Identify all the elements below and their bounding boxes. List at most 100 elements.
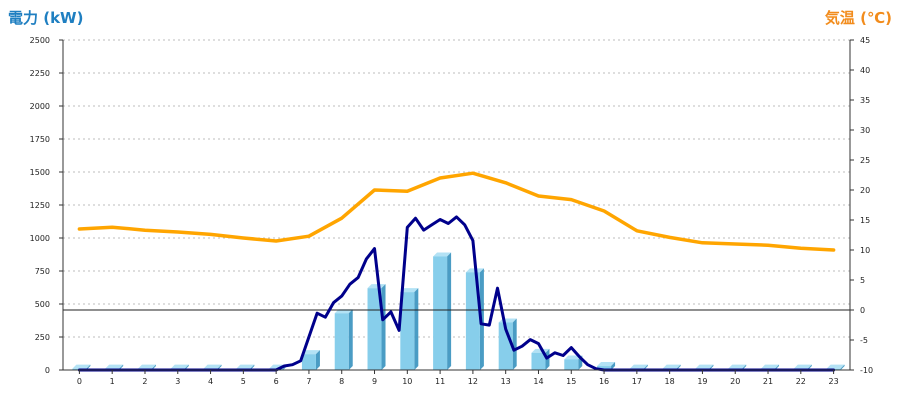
x-tick-label: 20 (730, 377, 740, 386)
left-tick-label: 500 (35, 300, 50, 309)
bar-top (433, 252, 452, 257)
bar-face (564, 359, 579, 370)
bar-top (728, 364, 747, 369)
bar-7 (301, 350, 320, 370)
bar-top (662, 364, 681, 369)
bar-face (367, 288, 382, 370)
bar-9 (367, 284, 386, 370)
bar-13 (498, 318, 517, 370)
bar-face (334, 313, 349, 370)
x-tick-label: 14 (533, 377, 543, 386)
bar-top (400, 288, 419, 293)
bar-top (367, 284, 386, 289)
x-tick-label: 10 (402, 377, 412, 386)
x-tick-label: 12 (468, 377, 478, 386)
right-tick-label: -5 (860, 336, 868, 345)
bar-top (301, 350, 320, 355)
left-tick-label: 250 (35, 333, 50, 342)
x-tick-label: 4 (208, 377, 213, 386)
tick-labels: 02505007501000125015001750200022502500-1… (30, 36, 873, 386)
x-tick-label: 1 (110, 377, 115, 386)
bar-side (381, 284, 386, 370)
left-tick-label: 1250 (30, 201, 50, 210)
bar-series (72, 252, 845, 370)
bar-face (301, 354, 316, 370)
bar-top (793, 364, 812, 369)
bar-face (433, 256, 448, 370)
grid-lines (63, 39, 850, 338)
x-tick-label: 19 (697, 377, 707, 386)
left-tick-label: 2000 (30, 102, 50, 111)
right-axis-title: 気温 (℃) (825, 9, 892, 27)
x-tick-label: 0 (77, 377, 82, 386)
temperature-line (77, 171, 836, 252)
right-tick-label: 45 (860, 36, 870, 45)
x-tick-label: 23 (829, 377, 839, 386)
bar-top (826, 364, 845, 369)
bar-top (72, 364, 91, 369)
right-tick-label: 40 (860, 66, 870, 75)
bar-top (695, 364, 714, 369)
bar-side (611, 362, 616, 370)
bar-side (414, 288, 419, 370)
x-tick-label: 2 (142, 377, 147, 386)
x-tick-label: 15 (566, 377, 576, 386)
bar-side (348, 309, 353, 370)
x-tick-label: 22 (796, 377, 806, 386)
bar-10 (400, 288, 419, 370)
right-tick-label: -10 (860, 366, 873, 375)
right-tick-label: 0 (860, 306, 865, 315)
x-tick-label: 17 (632, 377, 642, 386)
x-tick-label: 11 (435, 377, 445, 386)
right-tick-label: 35 (860, 96, 870, 105)
axes (62, 40, 851, 371)
bar-face (465, 272, 480, 370)
left-tick-label: 1750 (30, 135, 50, 144)
x-tick-label: 21 (763, 377, 773, 386)
right-tick-label: 10 (860, 246, 870, 255)
bar-16 (597, 362, 616, 370)
bar-top (597, 362, 616, 367)
bar-face (531, 352, 546, 370)
left-tick-label: 0 (45, 366, 50, 375)
right-tick-label: 5 (860, 276, 865, 285)
x-tick-label: 7 (306, 377, 311, 386)
left-tick-label: 1000 (30, 234, 50, 243)
left-tick-label: 750 (35, 267, 50, 276)
bar-top (761, 364, 780, 369)
bar-side (315, 350, 320, 370)
bar-side (512, 318, 517, 370)
right-tick-label: 30 (860, 126, 870, 135)
bar-face (400, 292, 415, 370)
bar-top (629, 364, 648, 369)
bar-face (597, 366, 612, 370)
x-tick-label: 3 (175, 377, 180, 386)
x-tick-label: 13 (501, 377, 511, 386)
bar-11 (433, 252, 452, 370)
x-tick-label: 6 (274, 377, 279, 386)
x-tick-label: 5 (241, 377, 246, 386)
bar-top (105, 364, 124, 369)
bar-top (236, 364, 255, 369)
bar-side (545, 348, 550, 370)
x-tick-label: 8 (339, 377, 344, 386)
right-tick-label: 25 (860, 156, 870, 165)
bar-14 (531, 348, 550, 370)
bar-top (531, 348, 550, 353)
power-line (77, 215, 836, 372)
left-tick-label: 2250 (30, 69, 50, 78)
bar-side (447, 252, 452, 370)
left-tick-label: 2500 (30, 36, 50, 45)
bar-top (137, 364, 156, 369)
right-tick-label: 20 (860, 186, 870, 195)
bar-8 (334, 309, 353, 370)
right-tick-label: 15 (860, 216, 870, 225)
line-series (77, 171, 836, 372)
x-tick-label: 9 (372, 377, 377, 386)
x-tick-label: 18 (665, 377, 675, 386)
bar-top (170, 364, 189, 369)
left-tick-label: 1500 (30, 168, 50, 177)
bar-top (203, 364, 222, 369)
